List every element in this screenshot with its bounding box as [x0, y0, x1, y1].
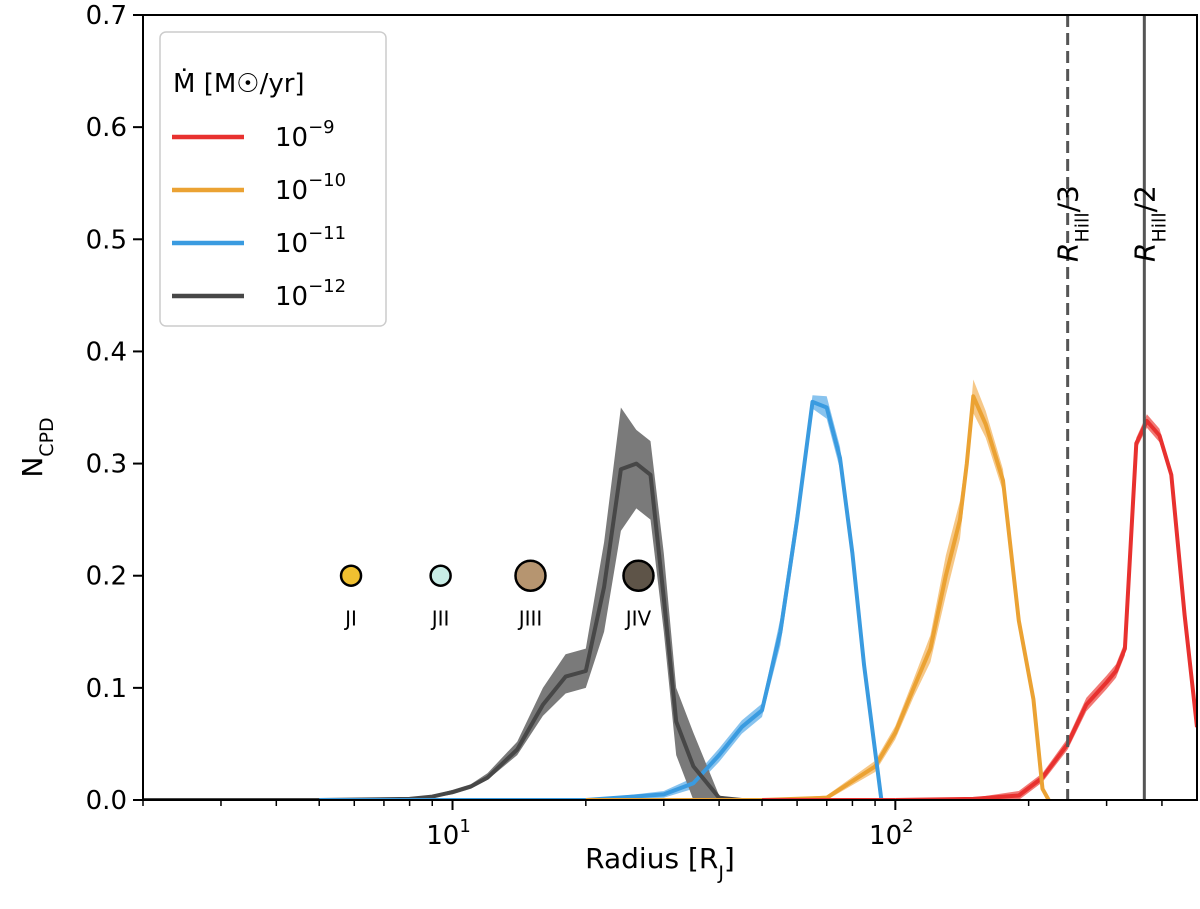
series-line-1e-11	[585, 399, 884, 800]
moon-marker-jii	[429, 564, 452, 587]
moon-marker-ji	[339, 564, 363, 587]
y-tick-label-4: 0.4	[86, 337, 127, 367]
series-band-1e-12	[319, 407, 742, 800]
vline-label-tail-1: /3	[1052, 185, 1085, 212]
legend-label-base-1: 10	[275, 176, 308, 206]
legend-label-0: 10−9	[275, 117, 335, 153]
x-tick-label-1: 102	[869, 816, 914, 851]
moon-marker-jiv	[622, 559, 655, 592]
y-tick-label-0: 0.0	[86, 786, 127, 816]
legend-label-exp-2: −11	[308, 223, 346, 244]
x-tick-label-exp-0: 1	[459, 816, 470, 837]
vline-label-2: RHill/2	[1128, 185, 1170, 262]
legend-title: Ṁ [M☉/yr]	[173, 67, 305, 99]
x-axis-title-sub: J	[717, 862, 724, 884]
legend-label-2: 10−11	[275, 223, 346, 259]
x-axis-title-main: Radius [R	[585, 842, 718, 875]
y-axis-title-main: N	[16, 457, 49, 478]
x-axis-title-close: ]	[724, 842, 735, 875]
x-tick-label-exp-1: 2	[902, 816, 913, 837]
y-tick-label-5: 0.5	[86, 225, 127, 255]
y-tick-label-2: 0.2	[86, 562, 127, 592]
x-tick-label-base-1: 10	[869, 821, 902, 851]
series-line-1e-10	[761, 394, 1051, 800]
legend-label-1: 10−10	[275, 170, 346, 206]
legend-label-base-2: 10	[275, 229, 308, 259]
x-tick-label-0: 101	[426, 816, 471, 851]
series-line-1e-12	[319, 461, 742, 800]
vline-label-tail-2: /2	[1128, 185, 1161, 212]
moon-label-jii: JII	[430, 607, 450, 631]
y-tick-label-7: 0.7	[86, 1, 127, 31]
vline-label-sub-2: Hill	[1148, 212, 1170, 242]
x-tick-label-base-0: 10	[426, 821, 459, 851]
x-axis: 101 102	[142, 800, 1163, 851]
moon-markers: JI JII JIII JIV	[339, 559, 655, 631]
legend-label-base-0: 10	[275, 123, 308, 153]
vline-label-sub-1: Hill	[1072, 212, 1094, 242]
series-band-1e-10	[762, 379, 1049, 800]
legend-label-base-3: 10	[275, 282, 308, 312]
vline-label-main-1: R	[1052, 243, 1085, 262]
series-line-1e-9	[895, 419, 1197, 800]
y-tick-label-1: 0.1	[86, 674, 127, 704]
x-axis-title: Radius [RJ]	[585, 842, 735, 884]
y-axis-title-sub: CPD	[36, 417, 58, 456]
legend-box	[159, 31, 387, 327]
y-tick-label-3: 0.3	[86, 450, 127, 480]
vline-label-main-2: R	[1128, 243, 1161, 262]
moon-marker-jiii	[514, 559, 547, 592]
legend-label-exp-1: −10	[308, 170, 346, 191]
legend-label-exp-3: −12	[308, 276, 346, 297]
y-axis-title: NCPD	[16, 417, 58, 477]
legend-label-exp-0: −9	[308, 117, 335, 138]
moon-label-jiii: JIII	[517, 607, 543, 631]
moon-label-jiv: JIV	[624, 607, 652, 631]
vline-label-1: RHill/3	[1052, 185, 1094, 262]
y-axis: 0.0 0.1 0.2 0.3 0.4 0.5 0.6 0.7	[86, 1, 143, 816]
plot-area	[143, 379, 1197, 800]
moon-label-ji: JI	[343, 607, 357, 631]
y-tick-label-6: 0.6	[86, 113, 127, 143]
plot-frame	[142, 14, 1198, 801]
legend-label-3: 10−12	[275, 276, 346, 312]
